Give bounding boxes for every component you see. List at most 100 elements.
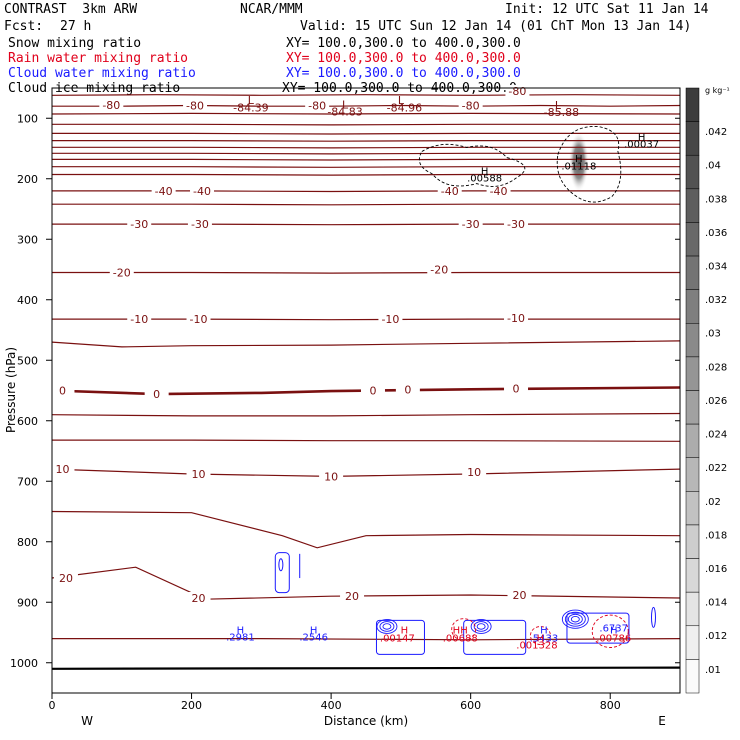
snow-max-label: .00037 bbox=[624, 140, 659, 151]
contour-label-bg bbox=[109, 266, 134, 279]
contour-label-bg bbox=[462, 466, 487, 479]
mixing-ratio-max-label: .001328 bbox=[516, 641, 557, 652]
temperature-contour bbox=[52, 190, 680, 193]
x-tick-label: 600 bbox=[460, 699, 481, 712]
x-axis-label: Distance (km) bbox=[324, 714, 408, 728]
colorbar-segment bbox=[685, 255, 700, 290]
model-title: CONTRAST 3km ARW bbox=[4, 2, 138, 17]
cloud-water-contour bbox=[470, 619, 492, 634]
colorbar-segment bbox=[685, 289, 700, 324]
temperature-contour bbox=[51, 340, 681, 348]
colorbar-tick-label: .036 bbox=[705, 228, 727, 239]
cloud-water-max-label: H bbox=[310, 625, 318, 636]
snow-max-label: H bbox=[575, 154, 583, 165]
temperature-contour bbox=[52, 271, 680, 274]
x-tick-label: 0 bbox=[49, 699, 56, 712]
surface-line bbox=[51, 666, 681, 670]
mixing-ratio-max-label: H bbox=[401, 625, 409, 636]
colorbar-segment bbox=[685, 491, 700, 526]
contour-label-bg bbox=[458, 218, 483, 231]
snow-max-label: .01118 bbox=[561, 161, 596, 172]
x-tick-label: 200 bbox=[181, 699, 202, 712]
temperature-min-label: -84.96 bbox=[387, 101, 422, 114]
contour-label: 0 bbox=[404, 383, 411, 396]
colorbar-segment bbox=[685, 524, 700, 559]
temperature-contour bbox=[52, 132, 680, 135]
contour-label-bg bbox=[50, 463, 75, 476]
temperature-min-label: -84.39 bbox=[233, 101, 268, 114]
colorbar-tick-label: .024 bbox=[705, 430, 727, 441]
contour-label: 0 bbox=[59, 385, 66, 398]
contour-label: -80 bbox=[508, 85, 526, 98]
colorbar-tick-label: .028 bbox=[705, 362, 727, 373]
east-label: E bbox=[658, 714, 666, 728]
temperature-contour bbox=[52, 166, 680, 168]
plot-frame bbox=[51, 87, 681, 694]
colorbar-segment bbox=[685, 558, 700, 593]
contour-label: -30 bbox=[462, 218, 480, 231]
contour-label-bg bbox=[190, 184, 215, 197]
contour-label: 10 bbox=[55, 463, 69, 476]
colorbar-tick-label: .016 bbox=[705, 564, 727, 575]
colorbar-segment bbox=[685, 390, 700, 425]
contour-label: 0 bbox=[513, 383, 520, 396]
cloud-water-contour bbox=[566, 612, 630, 644]
field-cloudwater-xy: XY= 100.0,300.0 to 400.0,300.0 bbox=[286, 66, 521, 81]
contour-label: -10 bbox=[381, 313, 399, 326]
contour-label-bg bbox=[151, 184, 176, 197]
contour-label-bg bbox=[183, 99, 208, 112]
colorbar-tick-label: .038 bbox=[705, 194, 727, 205]
contour-label: -30 bbox=[191, 218, 209, 231]
contour-label: -80 bbox=[308, 100, 326, 113]
contour-label-bg bbox=[186, 467, 211, 480]
mixing-ratio-max-label: .00147 bbox=[380, 633, 415, 644]
cloud-water-contour bbox=[476, 623, 486, 630]
colorbar-segment bbox=[685, 323, 700, 358]
cloud-water-contour bbox=[650, 606, 656, 628]
field-cloudwater-name: Cloud water mixing ratio bbox=[8, 66, 196, 81]
temperature-min-label: L bbox=[398, 94, 405, 107]
contour-label: -10 bbox=[190, 313, 208, 326]
y-tick-label: 700 bbox=[17, 475, 38, 488]
contour-label: -30 bbox=[130, 218, 148, 231]
temperature-contour bbox=[52, 203, 680, 206]
colorbar-tick-label: .014 bbox=[705, 598, 727, 609]
contour-label: 20 bbox=[513, 589, 527, 602]
mixing-ratio-max-label: .6737 bbox=[599, 624, 628, 635]
y-tick-label: 600 bbox=[17, 415, 38, 428]
temperature-min-label: L bbox=[342, 98, 349, 111]
cloud-water-contour bbox=[567, 613, 583, 625]
colorbar-tick-label: .02 bbox=[705, 497, 721, 508]
temperature-contour bbox=[52, 173, 680, 176]
colorbar-segment bbox=[685, 591, 700, 627]
snow-contour bbox=[556, 126, 622, 203]
west-label: W bbox=[81, 714, 93, 728]
contour-label-bg bbox=[99, 98, 124, 111]
y-tick-label: 200 bbox=[17, 173, 38, 186]
cloud-water-contour bbox=[278, 558, 284, 572]
contour-label: 10 bbox=[324, 470, 338, 483]
colorbar-segment bbox=[685, 356, 700, 391]
contour-label: -30 bbox=[507, 218, 525, 231]
y-tick-label: 1000 bbox=[10, 657, 38, 670]
forecast-hour: 27 h bbox=[60, 19, 92, 34]
cloud-water-max-label: .2981 bbox=[226, 633, 255, 644]
rain-contour bbox=[591, 614, 629, 648]
snow-max-label: H bbox=[481, 166, 489, 177]
contour-label: 0 bbox=[369, 385, 376, 398]
mixing-ratio-max-label: H bbox=[537, 633, 545, 644]
contour-label: -80 bbox=[102, 99, 120, 112]
colorbar-tick-label: .03 bbox=[705, 329, 721, 340]
contour-label: 20 bbox=[345, 590, 359, 603]
contour-label: -80 bbox=[186, 100, 204, 113]
colorbar-tick-label: .042 bbox=[705, 127, 727, 138]
contour-label-bg bbox=[144, 388, 169, 401]
contour-label-bg bbox=[504, 311, 529, 324]
cloud-water-max-label: H bbox=[237, 625, 245, 636]
cloud-water-max-label: H bbox=[610, 625, 618, 636]
cloud-water-max-label: H bbox=[540, 625, 548, 636]
snow-max-label: H bbox=[638, 132, 646, 143]
mixing-ratio-max-label: HH bbox=[453, 625, 468, 636]
contour-label: 20 bbox=[192, 592, 206, 605]
